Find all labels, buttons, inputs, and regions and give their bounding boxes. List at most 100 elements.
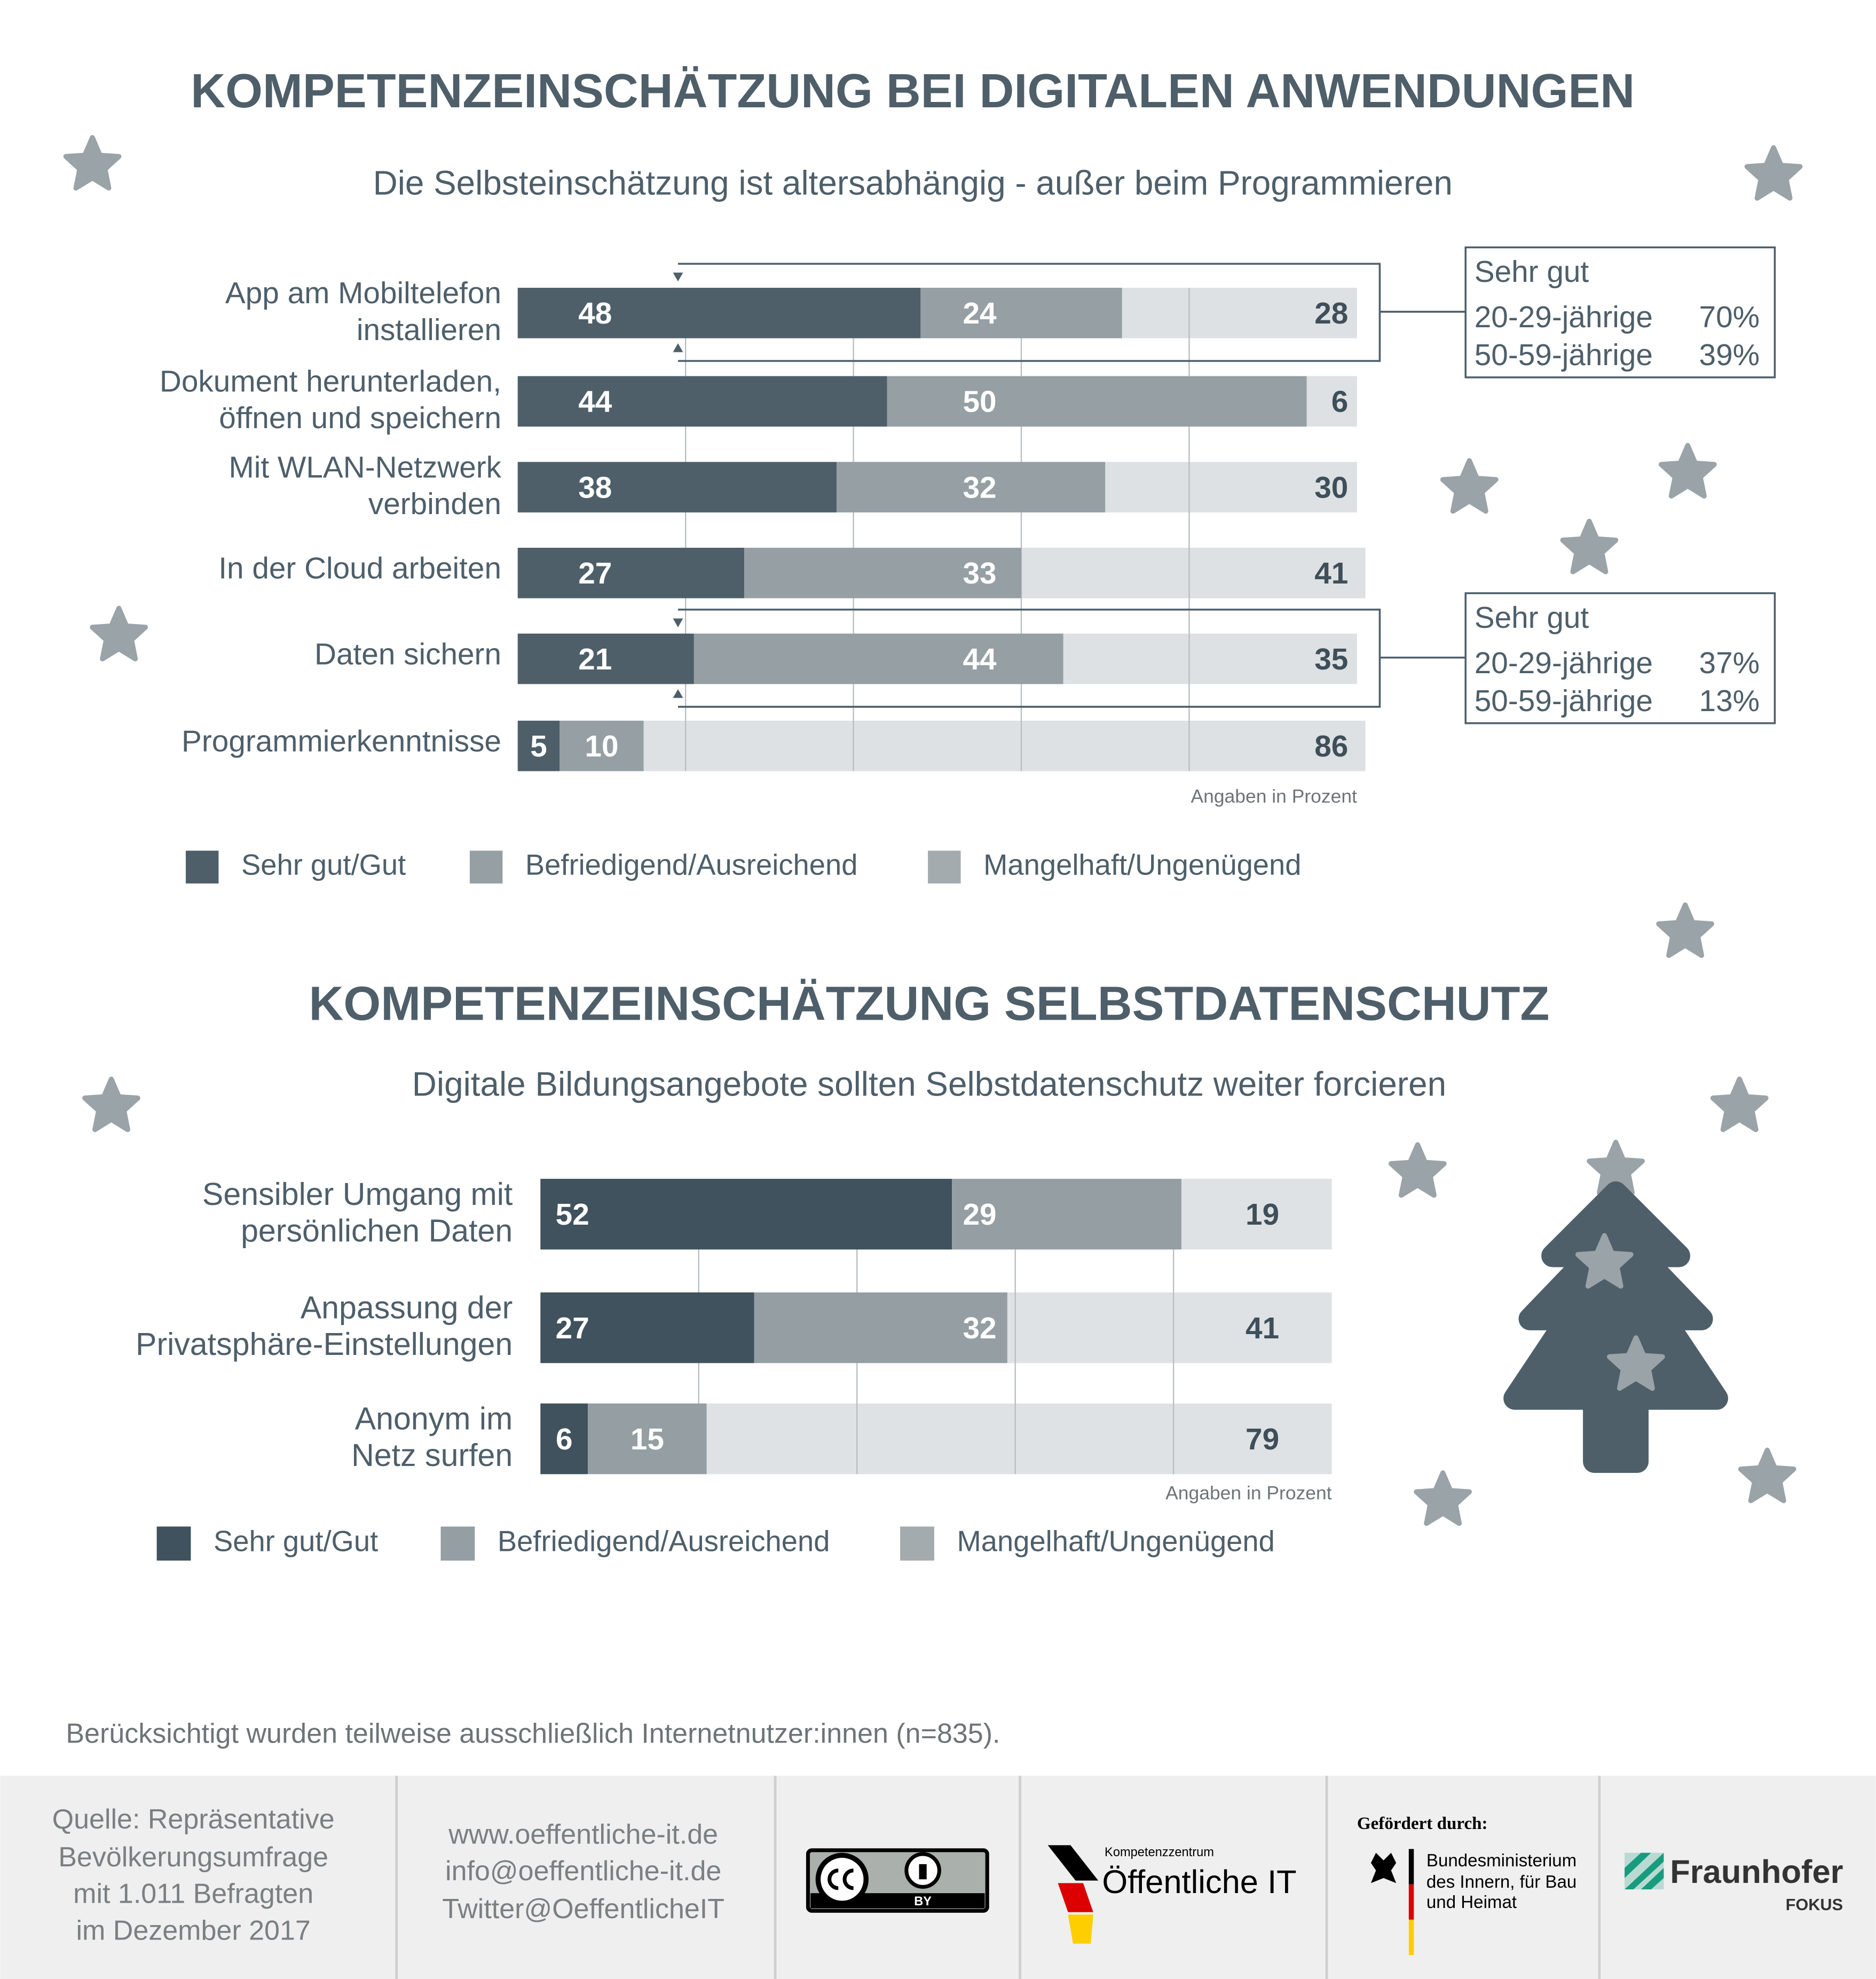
value-label: 48 [578, 297, 612, 330]
bar-segment [1181, 1179, 1332, 1250]
legend-label: Mangelhaft/Ungenügend [957, 1525, 1274, 1558]
annotation-title: Sehr gut [1475, 255, 1589, 289]
legend-swatch [156, 1526, 191, 1561]
legend-swatch [900, 1526, 934, 1561]
bar-segment [952, 1179, 1181, 1250]
note: Angaben in Prozent [1191, 786, 1357, 807]
bar-segment [517, 462, 837, 513]
value-label: 24 [963, 297, 997, 330]
legend-swatch [185, 850, 219, 884]
chart-title: KOMPETENZEINSCHÄTZUNG BEI DIGITALEN ANWE… [191, 65, 1635, 118]
legend-label: Befriedigend/Ausreichend [525, 849, 858, 881]
partner-small: Kompetenzzentrum [1105, 1846, 1214, 1859]
value-label: 50 [963, 385, 996, 419]
category-label: Programmierkenntnisse [182, 724, 501, 758]
value-label: 41 [1314, 557, 1348, 590]
bar-segment [1105, 462, 1357, 513]
value-label: 38 [578, 471, 612, 504]
annotation-label: 50-59-jährige [1475, 338, 1653, 372]
value-label: 41 [1246, 1312, 1279, 1345]
bar-segment [920, 288, 1122, 338]
value-label: 21 [578, 643, 612, 676]
value-label: 28 [1314, 297, 1348, 330]
bar-segment [837, 462, 1106, 513]
category-label: Sensibler Umgang mit [202, 1176, 513, 1212]
value-label: 79 [1246, 1423, 1279, 1456]
bar-segment [540, 1292, 754, 1363]
annotation-box [1464, 592, 1776, 724]
source-line: mit 1.011 Befragten [73, 1879, 313, 1910]
tree [1503, 1181, 1728, 1473]
legend-swatch [440, 1526, 475, 1561]
chart-subtitle: Die Selbsteinschätzung ist altersabhängi… [373, 163, 1453, 202]
bar-segment [1306, 376, 1357, 427]
category-label: verbinden [368, 487, 501, 521]
chart-title: KOMPETENZEINSCHÄTZUNG SELBSTDATENSCHUTZ [309, 977, 1550, 1030]
bar-segment [517, 288, 921, 338]
bar-segment [706, 1403, 1332, 1475]
value-label: 27 [556, 1312, 589, 1345]
bar-segment [643, 720, 1366, 771]
partner-name: Öffentliche IT [1102, 1864, 1296, 1901]
annotation-value: 70% [1699, 301, 1760, 334]
value-label: 10 [585, 730, 618, 763]
bar-segment [754, 1292, 1007, 1363]
value-label: 29 [963, 1198, 996, 1232]
footer: Quelle: Repräsentative Bevölkerungsumfra… [0, 1776, 1876, 1979]
bar-segment [744, 548, 1022, 598]
institute-unit: FOKUS [1786, 1895, 1843, 1914]
annotation-bracket [677, 609, 1466, 708]
license-badge: BY [806, 1848, 989, 1913]
value-label: 6 [1331, 385, 1349, 419]
category-label: persönlichen Daten [241, 1212, 513, 1248]
source-line: im Dezember 2017 [76, 1915, 310, 1946]
legend-label: Sehr gut/Gut [241, 849, 406, 881]
bar-segment [517, 633, 694, 684]
category-label: In der Cloud arbeiten [218, 552, 501, 586]
legend-label: Mangelhaft/Ungenügend [983, 849, 1301, 881]
value-label: 33 [963, 557, 996, 590]
annotation-label: 20-29-jährige [1475, 301, 1653, 334]
annotation-value: 13% [1699, 684, 1760, 718]
value-label: 5 [530, 730, 547, 763]
legend-swatch [469, 850, 503, 884]
category-label: installieren [357, 313, 501, 347]
bar-segment [517, 548, 745, 598]
annotation-bracket [677, 263, 1466, 362]
contact-line: www.oeffentliche-it.de [448, 1819, 718, 1850]
legend-label: Befriedigend/Ausreichend [498, 1525, 830, 1558]
annotation-label: 20-29-jährige [1475, 646, 1653, 680]
bar-segment [559, 720, 644, 771]
annotation-box [1464, 246, 1776, 379]
value-label: 19 [1246, 1198, 1279, 1232]
annotation-title: Sehr gut [1475, 601, 1589, 635]
annotation-value: 37% [1699, 646, 1760, 680]
category-label: Daten sichern [314, 637, 501, 671]
annotation-value: 39% [1699, 338, 1760, 372]
value-label: 35 [1314, 643, 1348, 676]
category-label: App am Mobiltelefon [225, 277, 501, 310]
value-label: 44 [963, 643, 997, 676]
annotation-label: 50-59-jährige [1475, 684, 1653, 718]
value-label: 6 [556, 1423, 573, 1456]
category-label: Privatsphäre-Einstellungen [136, 1326, 513, 1362]
footnote: Berücksichtigt wurden teilweise ausschli… [66, 1718, 1000, 1749]
funding-line: des Innern, für Bau [1426, 1872, 1577, 1892]
annotation: Sehr gut 20-29-jährige 70% 50-59-jährige 39% [673, 246, 1776, 379]
bar-segment [540, 1403, 588, 1475]
category-label: Netz surfen [351, 1437, 513, 1473]
value-label: 32 [963, 1312, 996, 1345]
dividers [395, 1776, 1601, 1979]
partner-logo: Kompetenzzentrum Öffentliche IT [1047, 1845, 1297, 1944]
category-label: Anonym im [355, 1401, 513, 1437]
category-label: Dokument herunterladen, [160, 365, 501, 399]
category-label: Anpassung der [301, 1290, 513, 1326]
contact-line: info@oeffentliche-it.de [445, 1856, 721, 1887]
contact-line: Twitter@OeffentlicheIT [442, 1894, 724, 1925]
source-line: Bevölkerungsumfrage [58, 1842, 328, 1873]
category-label: öffnen und speichern [219, 401, 501, 435]
institute-name: Fraunhofer [1670, 1854, 1843, 1890]
bar-segment [588, 1403, 707, 1475]
